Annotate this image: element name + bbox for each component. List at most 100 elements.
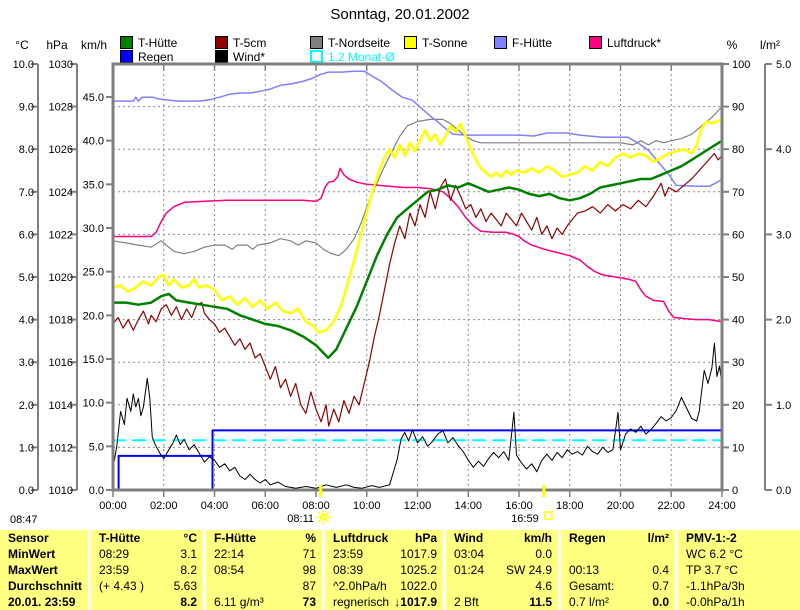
legend-label: T-Sonne: [422, 35, 468, 50]
column-unit: hPa: [414, 531, 437, 545]
y-axis-tick-label: 1016: [49, 357, 73, 369]
cell-value: 11.5: [529, 595, 552, 609]
cell-value: ↓1017.9: [394, 595, 437, 609]
cell-left: WC 6.2 °C: [686, 547, 743, 561]
page-title: Sonntag, 20.01.2002: [330, 6, 470, 23]
y-axis-tick-label: 50: [732, 272, 744, 284]
legend-swatch-luftdruck-icon: [589, 36, 602, 49]
table-column-header: Wind km/h: [446, 530, 558, 546]
y-axis-tick-label: 3.0: [776, 229, 791, 241]
cell-left: TP 3.7 °C: [686, 563, 738, 577]
table-row: 2 Bft 11.5: [446, 594, 558, 610]
legend-item-luftdruck: Luftdruck*: [589, 36, 661, 50]
cell-value: 5.63: [173, 579, 197, 593]
table-row: 23:59 8.2: [91, 562, 203, 578]
series-wind-line: [112, 342, 723, 489]
series-t-huette-line: [111, 139, 724, 360]
column-unit: l/m²: [647, 531, 669, 545]
table-row: regnerisch ↓1017.9: [325, 594, 443, 610]
table-row: 08:39 1025.2: [325, 562, 443, 578]
x-axis-tick-label: 16:00: [505, 500, 533, 512]
cell-value: 3.1: [180, 547, 197, 561]
cell-value: 98: [302, 563, 316, 577]
column-name: PMV-1:-2: [686, 531, 737, 545]
cell-left: regnerisch: [333, 595, 390, 609]
cell-value: 71: [302, 547, 316, 561]
weather-chart: 0.01.02.03.04.05.06.07.08.09.010.0°C1010…: [10, 38, 791, 526]
cell-left: 23:59: [99, 563, 130, 577]
y-axis-tick-label: 15.0: [83, 354, 104, 366]
table-row: 03:04 0.0: [446, 546, 558, 562]
series-luftdruck-line: [112, 167, 723, 323]
column-unit: °C: [183, 531, 197, 545]
table-row-label: Durchschnitt: [0, 578, 88, 594]
cell-left: 08:39: [333, 563, 364, 577]
table-row-label: MaxWert: [0, 562, 88, 578]
table-row: 00:13 0.4: [561, 562, 675, 578]
cell-value: 0.0: [652, 595, 669, 609]
y-axis-tick-label: 5.0: [19, 272, 34, 284]
cell-left: Gesamt:: [569, 579, 615, 593]
legend-item-t-sonne: T-Sonne: [404, 35, 468, 50]
legend-item-t-5cm: T-5cm: [215, 36, 266, 50]
row-label-text: Durchschnitt: [8, 579, 83, 593]
y-axis-unit-label: °C: [15, 38, 29, 52]
cell-value: 1025.2: [400, 563, 437, 577]
table-row: ^2.0hPa/h 1022.0: [325, 578, 443, 594]
cell-left: 08:29: [99, 547, 130, 561]
y-axis-tick-label: 2.0: [19, 400, 34, 412]
table-row: 08:29 3.1: [91, 546, 203, 562]
sunset-square-icon: [544, 511, 553, 520]
gridlines: [113, 64, 722, 490]
legend-label: 1.2 Monat-Ø: [328, 49, 395, 64]
table-row: 4.6: [446, 578, 558, 594]
column-name: F-Hütte: [214, 531, 256, 545]
table-column-wind: Wind km/h 03:04 0.0 01:24 SW 24.9 4.6 2 Bft 11.5: [443, 530, 558, 610]
y-axis-tick-label: 1010: [49, 485, 73, 497]
y-axis-tick-label: 100: [732, 59, 750, 71]
y-axis-tick-label: 45.0: [83, 92, 104, 104]
x-axis-tick-label: 06:00: [251, 500, 279, 512]
table-row: 08:54 98: [206, 562, 322, 578]
y-axis-tick-label: 0.0: [89, 485, 104, 497]
y-axis-tick-label: 0: [732, 485, 738, 497]
table-row: 87: [206, 578, 322, 594]
cell-left: ^2.0hPa/h: [333, 579, 387, 593]
y-axis-tick-label: 10.0: [83, 398, 104, 410]
x-ticks: [112, 65, 723, 497]
table-column-t-huette: T-Hütte °C 08:29 3.1 23:59 8.2 (+ 4.43 ) 5.63 8.…: [88, 530, 203, 610]
y-axis-tick-label: 70: [732, 187, 744, 199]
stats-table: Sensor MinWert MaxWert Durchschnitt 20.01. 2…: [0, 528, 800, 610]
legend-label: Regen: [138, 49, 174, 64]
x-axis-labels: 00:00 02:00 04:00 06:00 08:00 10:00 12:00 14:00…: [99, 500, 736, 512]
y-axis-tick-label: 5.0: [776, 59, 791, 71]
legend-label: T-Hütte: [138, 35, 178, 50]
cell-value: SW 24.9: [505, 563, 552, 577]
table-row-label: MinWert: [0, 546, 88, 562]
table-row: 6.11 g/m³ 73: [206, 594, 322, 610]
table-row: -0.0hPa/1h: [678, 594, 800, 610]
y-axis-tick-label: 1028: [49, 102, 73, 114]
y-axis-tick-label: 0.0: [19, 485, 34, 497]
cell-value: 0.7: [652, 579, 669, 593]
cell-value: 8.2: [180, 563, 197, 577]
table-row-label-column: Sensor MinWert MaxWert Durchschnitt 20.01. 2…: [0, 530, 88, 610]
cell-left: 2 Bft: [454, 595, 479, 609]
column-name: Regen: [569, 531, 606, 545]
legend-item-f-huette: F-Hütte: [494, 36, 552, 50]
row-label-text: Sensor: [8, 531, 49, 545]
y-axis-tick-label: 3.0: [19, 357, 34, 369]
y-axis-tick-label: 30.0: [83, 223, 104, 235]
y-axis-tick-label: 1020: [49, 272, 73, 284]
x-axis-tick-label: 08:00: [302, 500, 330, 512]
y-axis-tick-label: 1012: [49, 442, 73, 454]
y-axis-tick-label: 10: [732, 442, 744, 454]
table-row: 0.7 l/m² 0.0: [561, 594, 675, 610]
cell-value: 0.4: [652, 563, 669, 577]
table-column-f-huette: F-Hütte% 22:14 71 08:54 98 87 6.11 g/m³ 73: [203, 530, 322, 610]
legend-item-wind: Wind*: [215, 50, 265, 64]
x-axis-tick-label: 10:00: [353, 500, 381, 512]
legend-swatch-t-huette-icon: [120, 36, 133, 49]
y-axis-tick-label: 1026: [49, 144, 73, 156]
y-axis-tick-label: 10.0: [13, 59, 34, 71]
